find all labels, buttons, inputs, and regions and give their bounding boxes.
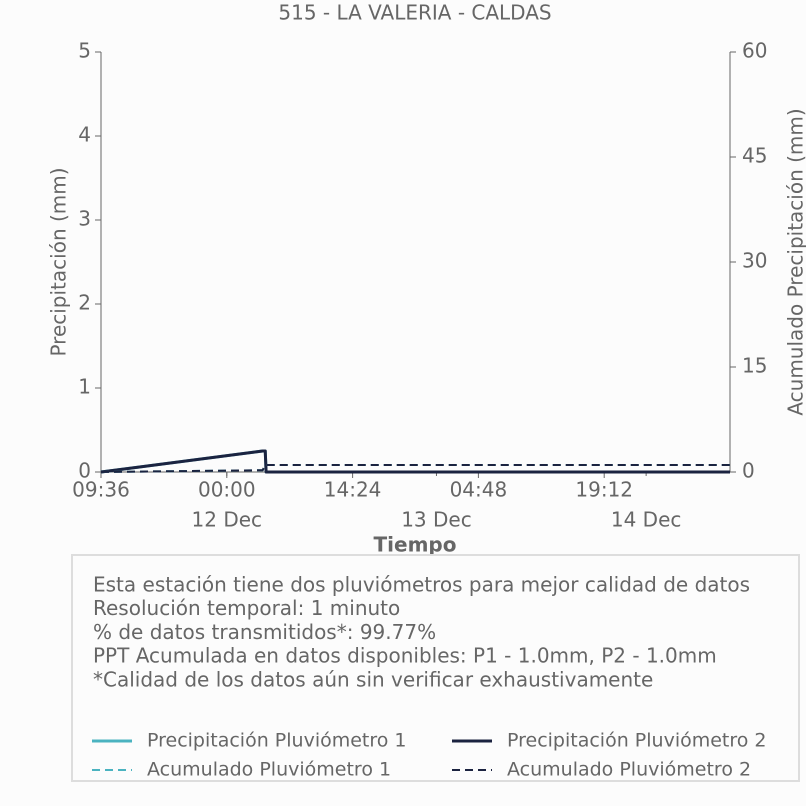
info-line: PPT Acumulada en datos disponibles: P1 -… (93, 644, 717, 668)
legend-label: Acumulado Pluviómetro 2 (507, 759, 751, 781)
info-line: *Calidad de los datos aún sin verificar … (93, 667, 653, 691)
x-tick-label: 14:24 (324, 478, 382, 502)
x-axis-label: Tiempo (374, 533, 457, 557)
x-tick-label: 00:00 (198, 478, 256, 502)
x-tick-label: 19:12 (575, 478, 633, 502)
info-line: Esta estación tiene dos pluviómetros par… (93, 573, 750, 597)
y-tick-label: 2 (78, 291, 91, 315)
x-tick-label: 04:48 (450, 478, 508, 502)
y-axis-label: Precipitación (mm) (47, 167, 71, 356)
y2-tick-label: 0 (742, 459, 755, 483)
info-box (71, 554, 800, 782)
x-date-label: 12 Dec (192, 508, 263, 532)
y-tick-label: 5 (78, 39, 91, 63)
x-tick-label: 09:36 (72, 478, 130, 502)
y2-axis-label: Acumulado Precipitación (mm) (784, 108, 806, 415)
y-tick-label: 3 (78, 207, 91, 231)
y-tick-label: 4 (78, 123, 91, 147)
y-tick-label: 0 (78, 459, 91, 483)
legend-label: Precipitación Pluviómetro 1 (147, 730, 407, 752)
y2-tick-label: 15 (742, 354, 767, 378)
chart-title: 515 - LA VALERIA - CALDAS (278, 1, 551, 25)
legend-label: Precipitación Pluviómetro 2 (507, 730, 767, 752)
y2-tick-label: 30 (742, 249, 767, 273)
legend-label: Acumulado Pluviómetro 1 (147, 759, 391, 781)
x-date-label: 14 Dec (611, 508, 682, 532)
y-tick-label: 1 (78, 375, 91, 399)
info-line: Resolución temporal: 1 minuto (93, 596, 400, 620)
y2-tick-label: 60 (742, 39, 767, 63)
series-line (100, 464, 730, 473)
info-line: % de datos transmitidos*: 99.77% (93, 620, 436, 644)
series-line (100, 449, 730, 474)
x-date-label: 13 Dec (401, 508, 472, 532)
y2-tick-label: 45 (742, 144, 767, 168)
